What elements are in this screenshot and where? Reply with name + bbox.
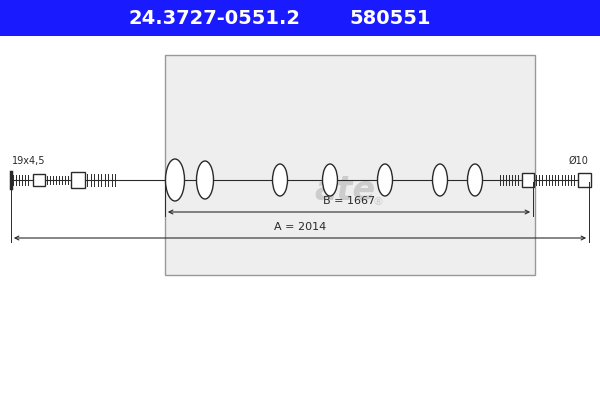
Ellipse shape xyxy=(197,161,214,199)
Bar xyxy=(0,0,600,36)
Ellipse shape xyxy=(377,164,392,196)
Text: B = 1667: B = 1667 xyxy=(323,196,375,206)
Ellipse shape xyxy=(433,164,448,196)
Ellipse shape xyxy=(272,164,287,196)
Bar xyxy=(578,173,591,187)
Bar xyxy=(165,55,535,275)
Text: 580551: 580551 xyxy=(349,8,431,28)
Bar xyxy=(33,174,45,186)
Ellipse shape xyxy=(323,164,337,196)
Text: ®: ® xyxy=(373,197,383,207)
Text: Ø10: Ø10 xyxy=(568,156,588,166)
Ellipse shape xyxy=(467,164,482,196)
Bar xyxy=(71,172,85,188)
Text: A = 2014: A = 2014 xyxy=(274,222,326,232)
Ellipse shape xyxy=(166,159,185,201)
Text: 19x4,5: 19x4,5 xyxy=(12,156,46,166)
Text: ate: ate xyxy=(314,174,376,206)
Bar xyxy=(522,173,534,187)
Text: 24.3727-0551.2: 24.3727-0551.2 xyxy=(129,8,301,28)
